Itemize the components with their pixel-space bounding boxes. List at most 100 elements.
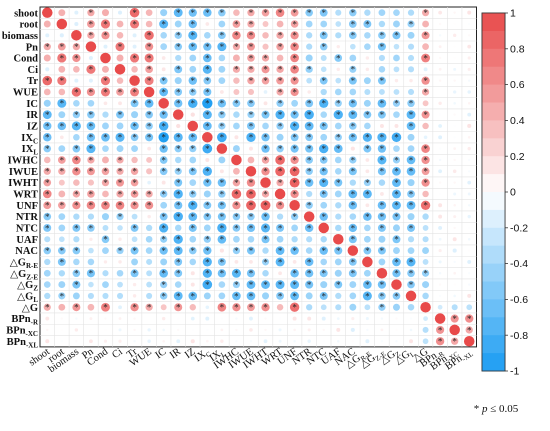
correlation-circle xyxy=(58,303,66,311)
significance-star: * xyxy=(147,65,152,75)
correlation-circle xyxy=(102,281,109,288)
significance-star: * xyxy=(147,121,152,131)
correlation-circle xyxy=(290,110,299,119)
correlation-circle xyxy=(422,122,429,130)
correlation-circle xyxy=(87,9,95,17)
correlation-circle xyxy=(188,167,197,176)
correlation-circle xyxy=(203,201,212,210)
correlation-circle xyxy=(174,65,183,74)
correlation-circle xyxy=(348,20,357,28)
significance-star: * xyxy=(220,31,225,41)
correlation-circle xyxy=(103,101,108,106)
correlation-circle xyxy=(467,293,472,298)
correlation-circle xyxy=(423,135,428,140)
correlation-circle xyxy=(278,328,282,332)
correlation-circle xyxy=(159,190,168,198)
significance-star: * xyxy=(176,257,181,267)
correlation-circle xyxy=(290,8,299,17)
correlation-circle xyxy=(173,211,183,222)
column-label: BPn-XL xyxy=(443,346,475,373)
correlation-circle xyxy=(334,122,342,130)
correlation-circle xyxy=(261,258,270,266)
correlation-circle xyxy=(319,291,328,300)
correlation-circle xyxy=(86,133,96,142)
correlation-circle xyxy=(206,339,209,343)
correlation-circle xyxy=(422,338,429,345)
significance-star: * xyxy=(176,167,181,177)
correlation-circle xyxy=(147,214,151,219)
correlation-circle xyxy=(453,124,456,128)
correlation-circle xyxy=(348,223,358,233)
correlation-circle xyxy=(159,144,168,153)
correlation-circle xyxy=(366,328,369,332)
significance-star: * xyxy=(292,155,297,165)
correlation-circle xyxy=(189,258,197,266)
correlation-circle xyxy=(336,339,340,343)
correlation-circle xyxy=(114,64,126,75)
significance-star: * xyxy=(147,76,152,86)
correlation-circle xyxy=(203,212,212,221)
significance-star: * xyxy=(191,291,196,301)
significance-star: * xyxy=(423,167,428,177)
correlation-circle xyxy=(407,223,416,232)
significance-star: * xyxy=(409,189,414,199)
correlation-circle xyxy=(407,88,415,96)
significance-star: * xyxy=(467,314,472,324)
significance-star: * xyxy=(234,99,239,109)
correlation-circle xyxy=(160,304,167,311)
correlation-circle xyxy=(72,155,81,165)
correlation-circle xyxy=(438,67,442,71)
significance-star: * xyxy=(60,246,65,256)
correlation-circle xyxy=(276,76,284,85)
significance-star: * xyxy=(292,31,297,41)
significance-star: * xyxy=(205,269,210,279)
row-label: Pn xyxy=(26,42,38,53)
correlation-circle xyxy=(132,44,137,49)
significance-note: * p ≤ 0.05 xyxy=(474,403,519,415)
correlation-circle xyxy=(467,102,471,105)
significance-star: * xyxy=(336,53,341,63)
correlation-circle xyxy=(101,178,110,187)
significance-star: * xyxy=(452,314,457,324)
correlation-circle xyxy=(335,77,342,84)
correlation-circle xyxy=(319,98,329,108)
correlation-circle xyxy=(348,133,357,142)
significance-star: * xyxy=(45,42,50,52)
correlation-circle xyxy=(159,268,169,278)
significance-star: * xyxy=(176,87,181,97)
correlation-circle xyxy=(43,303,51,311)
significance-star: * xyxy=(147,189,152,199)
correlation-circle xyxy=(177,328,180,332)
correlation-circle xyxy=(363,280,372,289)
significance-star: * xyxy=(176,212,181,222)
correlation-circle xyxy=(160,32,167,39)
colorbar-tick-label: -0.6 xyxy=(510,294,528,306)
correlation-circle xyxy=(205,157,210,162)
correlation-circle xyxy=(46,328,49,332)
correlation-circle xyxy=(203,53,212,63)
significance-star: * xyxy=(234,269,239,279)
significance-star: * xyxy=(423,201,428,211)
significance-star: * xyxy=(161,87,166,97)
row-labels: shootrootbiomassPnCondCiTrWUEICIRIZIXCIX… xyxy=(2,8,39,349)
significance-star: * xyxy=(278,144,283,154)
correlation-circle xyxy=(438,158,442,162)
correlation-circle xyxy=(174,88,183,96)
correlation-circle xyxy=(395,328,398,332)
significance-star: * xyxy=(103,303,108,313)
significance-star: * xyxy=(423,76,428,86)
correlation-circle xyxy=(364,88,371,95)
correlation-circle xyxy=(262,43,269,50)
correlation-circle xyxy=(246,132,256,142)
correlation-circle xyxy=(468,272,471,275)
colorbar-tick-label: -0.2 xyxy=(510,222,528,234)
correlation-circle xyxy=(376,267,388,279)
correlation-circle xyxy=(260,200,271,211)
colorbar-band xyxy=(482,156,505,175)
correlation-circle xyxy=(43,54,51,62)
correlation-circle xyxy=(232,65,241,73)
correlation-circle xyxy=(363,110,372,119)
significance-star: * xyxy=(103,87,108,97)
correlation-circle xyxy=(421,144,430,153)
correlation-circle xyxy=(130,190,139,198)
